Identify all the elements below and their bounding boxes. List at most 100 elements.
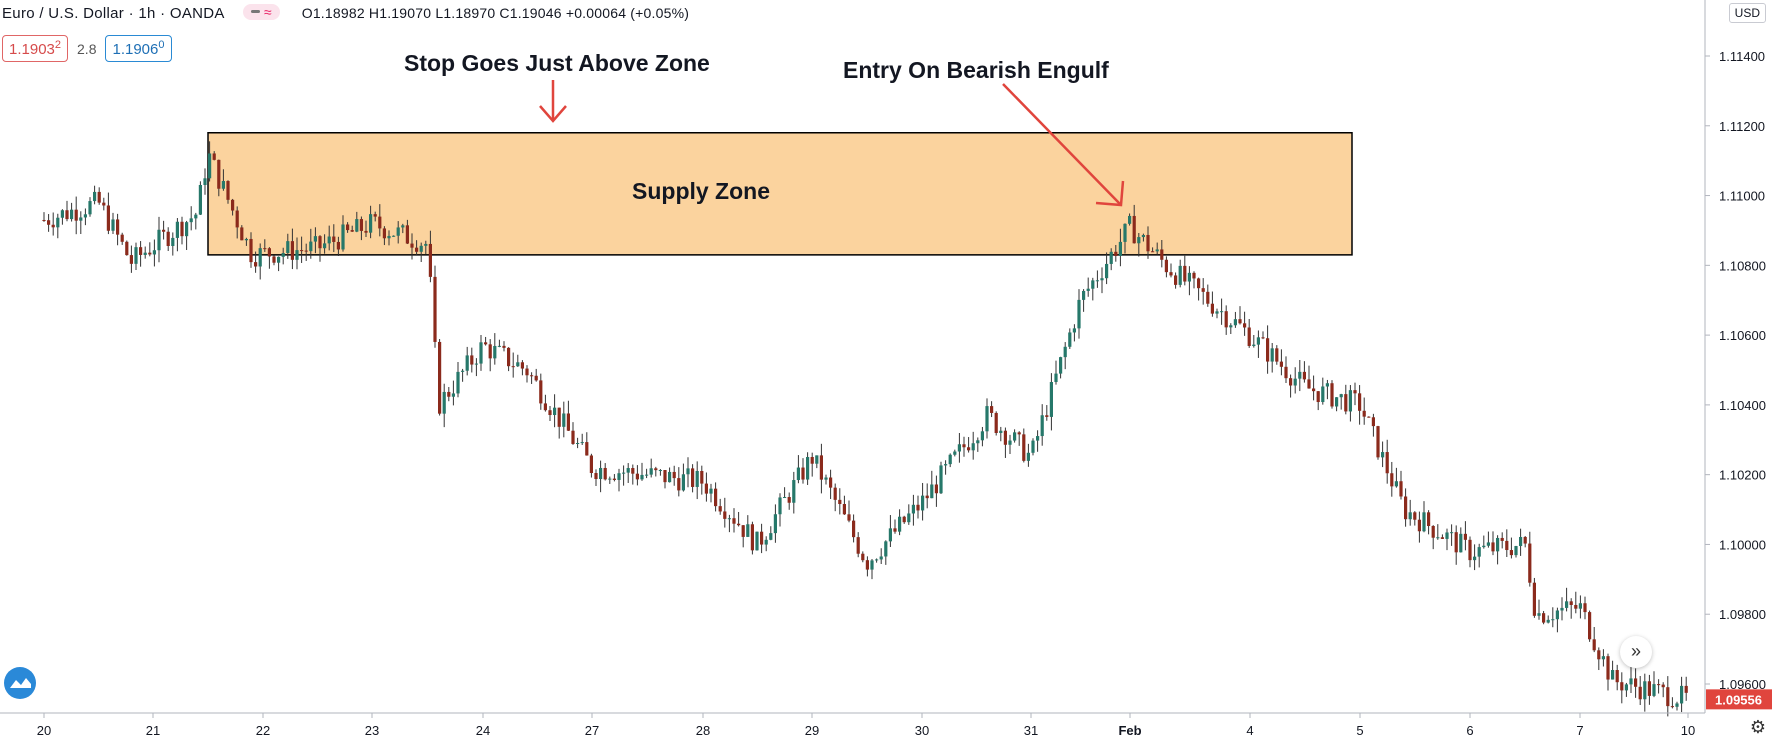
candle xyxy=(815,455,819,469)
candle-body xyxy=(760,531,764,545)
candle-body xyxy=(700,471,704,484)
scroll-to-realtime-button[interactable]: » xyxy=(1620,636,1652,668)
candle-body xyxy=(1542,613,1546,623)
candle xyxy=(479,334,483,371)
candle xyxy=(1095,270,1099,288)
candle-body xyxy=(1675,703,1679,707)
candle-body xyxy=(428,243,432,277)
candle xyxy=(1114,244,1118,262)
candle xyxy=(553,394,557,428)
candle xyxy=(309,228,313,259)
candle xyxy=(1155,242,1159,255)
candle xyxy=(1353,382,1357,406)
candle-body xyxy=(1661,684,1665,688)
y-tick-label: 1.11400 xyxy=(1719,49,1765,64)
candle-body xyxy=(911,504,915,514)
x-tick-label: 21 xyxy=(146,723,160,738)
candle xyxy=(1197,277,1201,301)
candle xyxy=(1496,535,1500,565)
candle-body xyxy=(1468,539,1472,561)
candle xyxy=(1238,306,1242,325)
currency-button[interactable]: USD xyxy=(1728,3,1766,23)
candle xyxy=(571,422,575,445)
candle xyxy=(764,536,768,552)
candle-body xyxy=(405,225,409,244)
candle-body xyxy=(1284,366,1288,379)
candle xyxy=(934,475,938,507)
candle-body xyxy=(102,202,106,206)
candle-body xyxy=(677,478,681,491)
candle xyxy=(1261,331,1265,340)
tradingview-logo-icon[interactable] xyxy=(4,667,36,699)
indicator-toggle[interactable]: ≈ xyxy=(242,4,280,20)
x-tick-label: 20 xyxy=(37,723,51,738)
candle xyxy=(1519,528,1523,556)
candle-body xyxy=(1588,612,1592,640)
gear-icon[interactable]: ⚙ xyxy=(1749,717,1766,737)
candle xyxy=(916,495,920,519)
candle-body xyxy=(277,256,281,263)
buy-button[interactable]: 1.19060 xyxy=(105,35,172,62)
candle xyxy=(231,198,235,216)
candle xyxy=(221,169,225,191)
candle xyxy=(1243,311,1247,336)
sell-button[interactable]: 1.19032 xyxy=(2,35,69,62)
candle-body xyxy=(281,253,285,257)
candle xyxy=(1284,356,1288,384)
candle xyxy=(1063,342,1067,370)
candle-body xyxy=(125,241,129,256)
candle xyxy=(861,551,865,563)
candle-body xyxy=(1473,556,1477,561)
candle xyxy=(1256,330,1260,358)
candle xyxy=(599,460,603,493)
candle xyxy=(948,453,952,468)
candle xyxy=(1164,256,1168,278)
candle-body xyxy=(769,533,773,540)
candle-body xyxy=(203,178,207,185)
candle xyxy=(1445,528,1449,551)
candle-body xyxy=(1289,378,1293,386)
candle xyxy=(1523,536,1527,548)
candle xyxy=(925,483,929,509)
candle-body xyxy=(1146,234,1150,252)
candle-body xyxy=(1063,346,1067,358)
symbol-title[interactable]: Euro / U.S. Dollar · 1h · OANDA xyxy=(2,5,225,22)
candle-body xyxy=(1270,348,1274,362)
candle xyxy=(474,358,478,377)
candle xyxy=(369,205,373,239)
candle-body xyxy=(1238,319,1242,324)
candle-body xyxy=(1095,280,1099,282)
candle xyxy=(1555,607,1559,633)
candle-body xyxy=(88,201,92,215)
candle xyxy=(1560,597,1564,621)
candle xyxy=(663,470,667,489)
candle xyxy=(1537,599,1541,620)
candle-body xyxy=(484,342,488,345)
candle-body xyxy=(957,444,961,452)
candle xyxy=(870,558,874,580)
candle xyxy=(401,223,405,234)
x-tick-label: 4 xyxy=(1246,723,1253,738)
candle xyxy=(1325,379,1329,400)
candle xyxy=(1229,323,1233,335)
candle xyxy=(810,452,814,477)
candle xyxy=(88,197,92,217)
candle-body xyxy=(497,345,501,347)
candle-body xyxy=(1247,327,1251,346)
candle-body xyxy=(870,560,874,570)
candle-body xyxy=(1256,337,1260,345)
candle xyxy=(1137,232,1141,257)
candle-body xyxy=(626,468,630,473)
candle-body xyxy=(686,468,690,475)
candle-body xyxy=(695,471,699,487)
candle-body xyxy=(875,559,879,561)
candle-body xyxy=(364,230,368,233)
candle xyxy=(654,466,658,477)
candle-body xyxy=(74,209,78,221)
candle xyxy=(686,457,690,488)
candle-body xyxy=(888,528,892,542)
last-price-box xyxy=(1706,689,1772,710)
candle xyxy=(447,387,451,402)
candle xyxy=(1592,627,1596,653)
